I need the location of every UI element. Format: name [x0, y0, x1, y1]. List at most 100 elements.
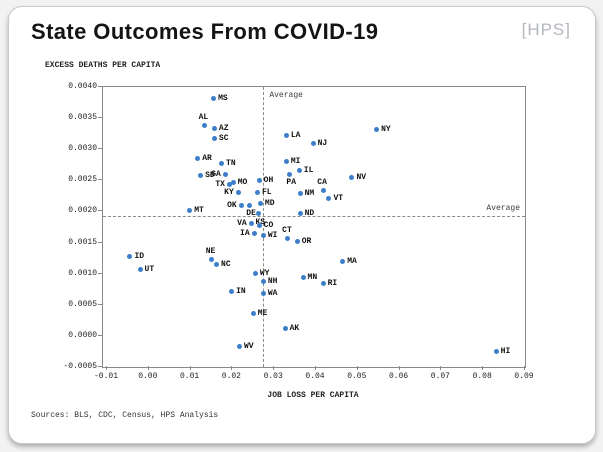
state-label-nv: NV: [356, 172, 367, 182]
state-label-co: CO: [263, 221, 274, 231]
x-tick-mark: [315, 366, 316, 370]
x-tick-label: 0.04: [305, 372, 325, 381]
state-label-sc: SC: [218, 134, 229, 144]
data-point-hi: [493, 348, 499, 354]
state-label-az: AZ: [218, 124, 229, 134]
y-tick-label: 0.0025: [68, 175, 97, 185]
state-label-mi: MI: [290, 157, 301, 167]
y-tick-label: 0.0015: [68, 237, 97, 247]
x-tick-label: -0.01: [93, 372, 118, 381]
x-tick-mark: [440, 366, 442, 370]
data-point-ny: [374, 127, 380, 133]
state-label-ut: UT: [144, 265, 155, 275]
state-label-vt: VT: [333, 193, 344, 203]
data-point-ms: [211, 96, 217, 102]
data-point-ia: [251, 231, 257, 237]
data-point-nv: [349, 174, 355, 180]
x-tick-label: 0.06: [388, 372, 409, 381]
state-label-pa: PA: [286, 178, 297, 188]
plot-area: Average Average MS AL AZ SC AR TN SD GA TX MO OH KY…: [102, 86, 526, 368]
average-horizontal-line: [103, 215, 525, 217]
hps-logo: [HPS]: [521, 20, 571, 39]
y-tick-label: 0.0005: [68, 299, 97, 309]
state-label-nd: ND: [304, 209, 315, 219]
data-point-de: [246, 202, 252, 208]
data-point-ri: [320, 281, 326, 287]
data-point-co: [256, 223, 262, 229]
state-label-mo: MO: [237, 177, 248, 187]
state-label-ks: KS: [248, 218, 272, 227]
y-axis-title: EXCESS DEATHS PER CAPITA: [45, 61, 161, 70]
data-point-mo: [230, 179, 236, 185]
state-label-ct: CT: [282, 225, 292, 235]
data-point-la: [283, 133, 289, 139]
y-tick-mark: [98, 272, 102, 274]
data-point-tx: [226, 181, 232, 187]
y-tick-mark: [98, 366, 102, 367]
x-tick-mark: [356, 366, 358, 370]
state-label-sd: SD: [205, 170, 215, 180]
y-tick-mark: [98, 334, 102, 336]
state-label-mt: MT: [194, 205, 204, 215]
state-label-wv: WV: [244, 341, 254, 351]
data-point-ct: [285, 236, 291, 242]
state-label-nc: NC: [221, 260, 231, 270]
state-label-in: IN: [236, 287, 246, 297]
state-label-la: LA: [290, 131, 301, 141]
state-label-ga: GA: [211, 169, 221, 179]
data-point-vt: [326, 195, 332, 201]
state-label-ny: NY: [381, 125, 391, 135]
x-tick-label: 0.02: [221, 372, 241, 381]
state-label-ia: IA: [240, 229, 250, 239]
state-label-hi: HI: [500, 346, 511, 356]
x-tick-mark: [231, 366, 233, 370]
state-label-md: MD: [264, 199, 275, 209]
state-label-va: VA: [237, 219, 247, 229]
y-tick-mark: [98, 148, 102, 150]
average-vertical-line: [263, 87, 265, 367]
state-label-ri: RI: [327, 279, 338, 289]
average-label-vertical: Average: [268, 91, 304, 100]
data-point-nc: [214, 262, 220, 268]
x-axis-title: JOB LOSS PER CAPITA: [267, 391, 359, 400]
state-label-ca: CA: [317, 177, 327, 187]
data-point-nh: [260, 279, 266, 285]
x-tick-mark: [273, 366, 275, 370]
data-point-sd: [198, 172, 204, 178]
data-point-ut: [137, 267, 143, 273]
state-label-ak: AK: [289, 323, 300, 333]
chart-card: State Outcomes From COVID-19 [HPS] EXCES…: [8, 6, 596, 444]
data-point-mt: [187, 207, 193, 213]
state-label-tn: TN: [226, 159, 236, 169]
data-point-ar: [195, 156, 201, 162]
data-point-fl: [254, 189, 260, 195]
data-point-ky: [235, 189, 241, 195]
data-point-wy: [252, 271, 258, 277]
x-tick-mark: [524, 366, 525, 370]
x-tick-mark: [189, 366, 191, 370]
x-tick-mark: [106, 366, 107, 370]
y-tick-label: 0.0040: [68, 82, 97, 91]
y-tick-mark: [98, 117, 102, 119]
x-tick-label: 0.05: [347, 372, 367, 381]
data-point-al: [201, 123, 207, 129]
state-label-ms: MS: [218, 94, 228, 104]
state-label-wy: WY: [259, 269, 270, 279]
y-tick-label: 0.0020: [68, 206, 97, 216]
y-tick-mark: [98, 303, 102, 305]
data-point-wv: [237, 343, 242, 349]
data-point-az: [211, 126, 217, 132]
state-label-wa: WA: [267, 289, 278, 299]
x-tick-mark: [398, 366, 400, 370]
state-label-or: OR: [301, 237, 312, 247]
state-label-ma: MA: [347, 257, 357, 267]
state-label-nm: NM: [304, 188, 315, 198]
y-tick-mark: [98, 241, 102, 243]
data-point-wa: [260, 291, 266, 297]
y-tick-label: 0.0000: [68, 330, 97, 340]
data-point-me: [250, 310, 256, 316]
x-tick-mark: [147, 366, 149, 370]
state-label-nj: NJ: [317, 139, 328, 149]
data-point-oh: [256, 178, 262, 184]
data-point-il: [296, 167, 302, 173]
